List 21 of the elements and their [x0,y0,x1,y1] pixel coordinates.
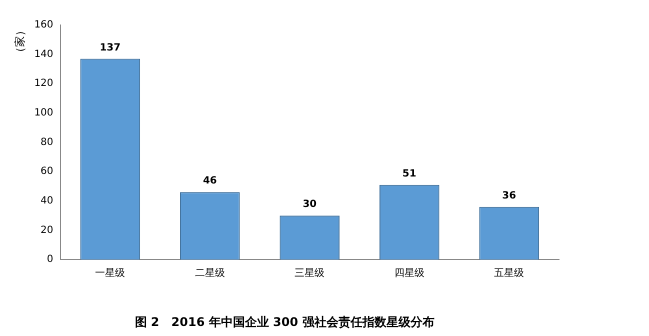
x-tick-label: 三星级 [294,267,325,280]
y-tick-label: 20 [40,224,54,236]
y-tick-label: 140 [34,48,54,60]
y-tick-label: 100 [34,108,54,119]
y-tick-label: 160 [34,20,54,31]
x-tick-label: 二星级 [194,267,225,280]
y-tick-label: 40 [40,196,54,207]
y-tick-label: 60 [40,166,54,178]
x-tick-label: 一星级 [95,267,126,280]
x-tick-label: 五星级 [494,267,524,280]
x-tick-label: 四星级 [394,267,424,280]
y-axis-title: （家） [13,25,26,58]
data-label: 30 [302,199,317,210]
y-tick-label: 120 [34,78,54,90]
text: 图 2 2016 年中国企业 300 强社会责任指数星级分布 [134,314,434,329]
y-tick-label: 80 [40,136,54,148]
data-label: 46 [202,176,217,187]
data-label: 137 [100,42,121,54]
data-label: 36 [502,190,516,202]
y-tick-label: 0 [46,254,54,266]
data-label: 51 [402,168,416,180]
